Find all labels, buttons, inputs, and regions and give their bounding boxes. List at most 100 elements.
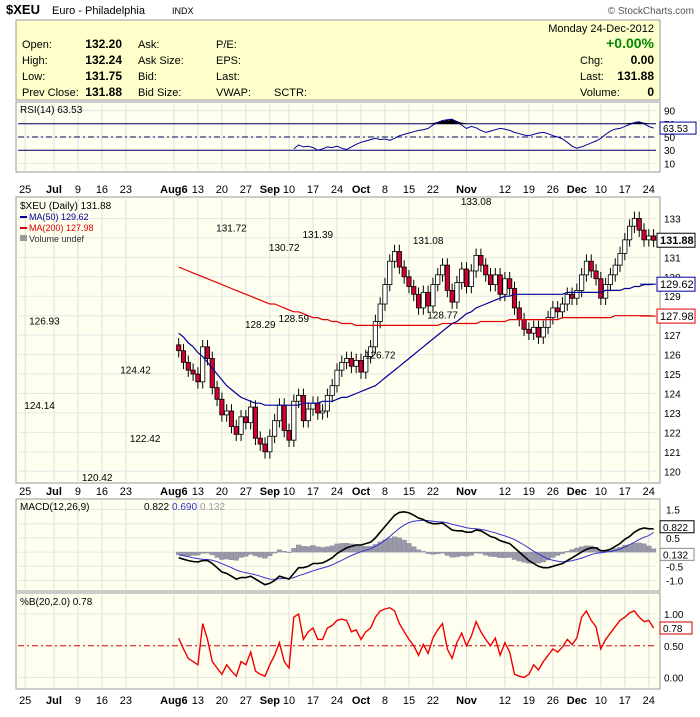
candle-body-66 [492, 274, 498, 285]
candle-body-5 [200, 346, 206, 383]
macd-hist-bar-14 [243, 551, 249, 557]
candle-body-98 [646, 235, 652, 241]
macd-hist-bar-57 [449, 551, 455, 558]
macd-hist-bar-24 [291, 548, 297, 553]
quote-col-4: Chg: 0.00 Last: 131.88 Volume: 0 [580, 53, 654, 99]
candle-body-47 [401, 266, 407, 278]
price-tag-ma50: 129.62 [660, 279, 694, 291]
ma50-line [178, 283, 654, 406]
macd-hist-bar-9 [219, 551, 225, 560]
candle-body-84 [579, 274, 585, 291]
x-label-mid-10: 10 [283, 486, 295, 498]
price-y-tick-10: 123 [664, 409, 681, 420]
x-label-bottom-9: Sep [260, 695, 280, 707]
x-label-top-11: 17 [307, 184, 319, 196]
candle-body-65 [487, 274, 494, 285]
x-label-top-24: 24 [643, 184, 655, 196]
price-y-tick-7: 126 [664, 351, 681, 362]
candle-body-58 [454, 282, 460, 303]
quote-last-label: Last: [216, 71, 240, 83]
candle-body-53 [430, 284, 436, 307]
rsi-y-tick-2: 50 [664, 133, 676, 144]
macd-hist-bar-1 [180, 551, 187, 556]
candle-body-71 [516, 307, 522, 320]
rsi-last-tag-box [659, 121, 697, 135]
macd-hist-bar-50 [415, 549, 422, 553]
x-label-top-23: 17 [619, 184, 631, 196]
rsi-y-tick-0: 90 [664, 107, 676, 118]
x-label-mid-4: 23 [120, 486, 132, 498]
candle-body-59 [459, 268, 465, 284]
x-label-mid-20: 26 [547, 486, 559, 498]
x-label-bottom-19: 19 [523, 695, 535, 707]
quote-pe-label: P/E: [216, 39, 237, 51]
quote-last-value: 131.88 [617, 69, 654, 83]
candle-body-17 [257, 437, 263, 445]
x-label-top-0: 25 [19, 184, 31, 196]
x-label-top-21: Dec [567, 184, 587, 196]
price-y-tick-6: 127 [664, 331, 681, 342]
x-label-bottom-4: 23 [120, 695, 132, 707]
candle-body-38 [358, 360, 364, 373]
candle-body-0 [176, 344, 182, 352]
macd-hist-bar-83 [574, 547, 580, 553]
macd-hist-bar-16 [252, 551, 259, 557]
candle-body-32 [329, 385, 335, 396]
candle-body-94 [627, 225, 633, 241]
macd-hist-bar-33 [334, 543, 340, 553]
candle-body-16 [252, 406, 259, 439]
candle-body-91 [612, 264, 618, 276]
candle-body-10 [224, 410, 230, 416]
candle-body-2 [185, 361, 191, 371]
macd-y-tick-4: -0.5 [666, 562, 684, 573]
macd-hist-bar-68 [502, 551, 508, 558]
marks-layer: 25 25 25 Jul Jul Jul 9 9 9 16 16 16 23 23 23 Aug6 Aug6 Au… [18, 107, 697, 707]
price-annotation-0: 126.93 [29, 316, 60, 327]
candle-body-20 [272, 420, 278, 437]
pctb-legend: %B(20,2.0) 0.78 [20, 597, 93, 608]
x-label-top-1: Jul [46, 184, 62, 196]
candle-body-15 [248, 406, 254, 424]
candle-body-45 [392, 251, 398, 262]
candle-body-54 [435, 274, 441, 285]
macd-hist-bar-59 [459, 551, 465, 557]
x-label-mid-9: Sep [260, 486, 280, 498]
macd-tag-box-1 [659, 547, 695, 561]
macd-hist-bar-81 [564, 551, 570, 553]
candle-body-83 [574, 290, 580, 299]
candle-body-72 [521, 319, 527, 330]
price-annotation-5: 131.72 [216, 223, 247, 234]
macd-legend: MACD(12,26,9) 0.822 0.690 0.132 [20, 502, 225, 513]
candle-body-79 [555, 307, 561, 313]
macd-hist-bar-56 [444, 551, 450, 556]
candle-body-21 [276, 404, 282, 422]
candle-body-49 [411, 286, 417, 295]
candle-body-24 [291, 400, 297, 441]
price-y-tick-4: 129 [664, 292, 681, 303]
x-label-top-15: 15 [403, 184, 415, 196]
macd-hist-bar-30 [320, 547, 326, 553]
x-label-mid-17: Nov [456, 486, 478, 498]
price-y-tick-11: 122 [664, 428, 681, 439]
candle-body-64 [483, 264, 489, 276]
x-label-bottom-3: 16 [96, 695, 108, 707]
quote-ask-label: Ask: [138, 39, 159, 51]
x-label-bottom-1: Jul [46, 695, 62, 707]
macd-hist-bar-2 [185, 551, 191, 556]
quote-high-label: High: [22, 55, 48, 67]
x-label-top-20: 26 [547, 184, 559, 196]
candle-body-73 [526, 328, 532, 334]
x-label-mid-18: 12 [499, 486, 511, 498]
header-symbol: $XEU [6, 2, 40, 17]
price-y-tick-8: 125 [664, 370, 681, 381]
macd-hist-bar-82 [569, 549, 575, 553]
candle-body-18 [262, 443, 268, 453]
x-label-mid-2: 9 [75, 486, 81, 498]
macd-hist-bar-61 [468, 551, 474, 556]
price-annotation-3: 124.42 [120, 365, 151, 376]
macd-hist-bar-11 [228, 551, 235, 560]
x-label-bottom-22: 10 [595, 695, 607, 707]
candle-body-99 [651, 235, 657, 241]
x-label-mid-3: 16 [96, 486, 108, 498]
candle-body-35 [344, 358, 350, 363]
